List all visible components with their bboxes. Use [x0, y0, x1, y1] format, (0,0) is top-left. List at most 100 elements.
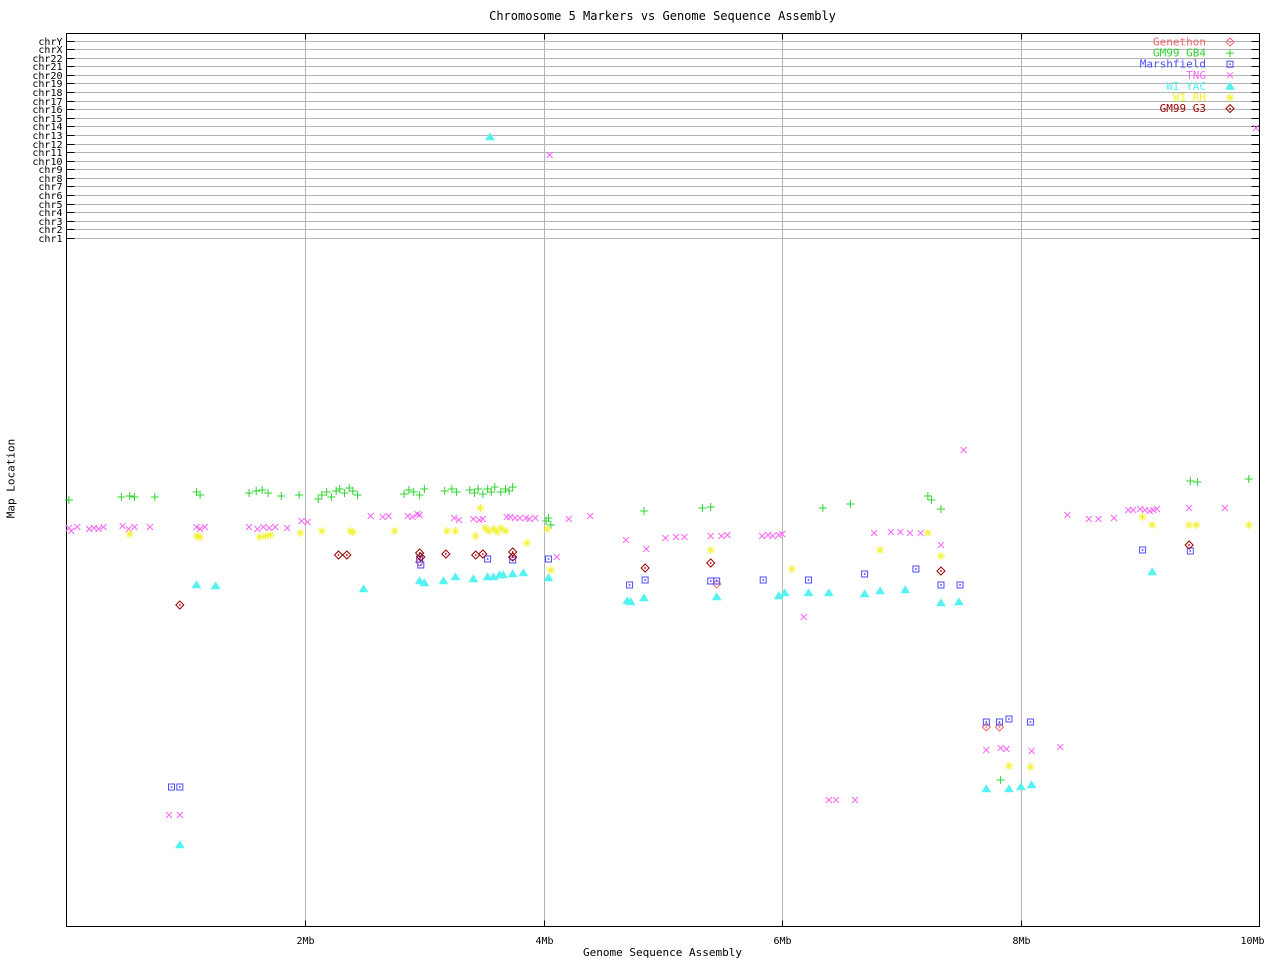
genethon-point [981, 722, 992, 732]
tng-point [1129, 506, 1137, 514]
marshfield-point [863, 573, 866, 575]
legend-label: GM99 G3 [1160, 102, 1206, 115]
tng-point [681, 533, 688, 541]
wi-rh-point [451, 527, 460, 535]
legend-label: TNG [1186, 69, 1206, 82]
gm99-gb4-point [130, 493, 139, 501]
marshfield-point [982, 718, 990, 726]
tng-point [455, 516, 463, 524]
tng-point [800, 613, 808, 621]
tng-point [718, 532, 725, 540]
wi-rh-point [1004, 762, 1013, 770]
wi-yac-point [823, 588, 834, 597]
gm99-g3-point [481, 553, 484, 555]
wi-yac-point [981, 784, 992, 793]
gm99-g3-point [178, 604, 181, 606]
legend-label: GM99 GB4 [1153, 47, 1206, 60]
legend-marker [1226, 49, 1234, 58]
gm99-g3-point [414, 548, 425, 558]
wi-yac-point [450, 572, 461, 581]
tng-point [707, 532, 715, 540]
wi-rh-point [787, 565, 796, 573]
tng-point [245, 523, 253, 531]
wi-yac-point [936, 598, 946, 607]
tng-point [450, 514, 458, 522]
gm99-gb4-point [846, 500, 855, 508]
gm99-gb4-point [470, 489, 479, 497]
tng-point [73, 523, 81, 531]
tng-point [832, 796, 840, 804]
marshfield-point [1029, 721, 1032, 723]
chromosome-row-label: chr4 [38, 208, 62, 219]
legend-marker [1225, 37, 1235, 47]
tng-point [531, 514, 539, 522]
wi-rh-point [1026, 763, 1035, 771]
marshfield-point [644, 579, 646, 581]
tng-point [379, 513, 386, 521]
gm99-g3-point [478, 549, 488, 559]
wi-yac-point [543, 573, 554, 582]
wi-yac-point [358, 584, 369, 593]
x-tick-label: 4Mb [535, 936, 553, 947]
wi-yac-point [174, 840, 185, 849]
gm99-gb4-point [465, 486, 474, 494]
wi-rh-point [196, 533, 205, 541]
tng-point [1056, 743, 1064, 751]
gm99-gb4-point [64, 496, 73, 504]
gm99-gb4-point [544, 514, 553, 522]
marshfield-point [709, 580, 712, 582]
tng-point [385, 512, 392, 520]
wi-yac-point [639, 593, 649, 602]
gm99-gb4-point [447, 485, 456, 493]
tng-point [283, 524, 291, 532]
tng-point [511, 514, 519, 522]
tng-point [1221, 504, 1229, 512]
chromosome-row-label: chr12 [32, 140, 62, 151]
wi-rh-point [546, 566, 555, 574]
gm99-gb4-point [1193, 478, 1202, 486]
marshfield-point [511, 559, 514, 561]
wi-rh-point [266, 531, 275, 539]
tng-point [196, 525, 204, 533]
legend-label: WI RH [1173, 91, 1206, 104]
marshfield-point [1189, 550, 1192, 552]
gm99-g3-point [940, 570, 942, 572]
tng-point [254, 525, 261, 533]
tng-point [119, 522, 126, 530]
marshfield-point [805, 576, 813, 584]
tng-point [1064, 511, 1071, 519]
gm99-g3-point [1184, 540, 1194, 550]
genethon-point [998, 726, 1001, 728]
legend-marker [1226, 93, 1234, 102]
chromosome-row-label: chr22 [32, 54, 62, 65]
wi-rh-point [1244, 521, 1253, 529]
tng-point [906, 529, 914, 537]
marshfield-point [626, 581, 634, 589]
wi-rh-point [481, 524, 490, 532]
gm99-g3-point [333, 550, 344, 560]
gm99-gb4-point [440, 487, 449, 495]
gm99-gb4-point [335, 485, 344, 493]
gm99-gb4-point [353, 491, 362, 499]
chromosome-row-label: chr18 [32, 88, 62, 99]
chromosome-row-label: chr16 [32, 105, 62, 116]
tng-point [146, 523, 154, 531]
tng-point [1185, 504, 1193, 512]
wi-yac-point [191, 580, 202, 589]
tng-point [937, 541, 945, 549]
marshfield-point [176, 783, 184, 791]
marshfield-point [641, 576, 649, 584]
tng-point [1003, 745, 1010, 753]
wi-rh-point [484, 527, 493, 535]
wi-yac-point [900, 585, 911, 594]
marshfield-point [956, 581, 964, 589]
marshfield-point [762, 579, 765, 581]
tng-point [125, 525, 132, 533]
gm99-g3-point [507, 552, 518, 562]
wi-rh-point [1148, 521, 1157, 529]
tng-point [1153, 505, 1161, 513]
gm99-gb4-point [295, 491, 304, 499]
plot-frame [66, 33, 1260, 927]
tng-point [724, 531, 731, 539]
